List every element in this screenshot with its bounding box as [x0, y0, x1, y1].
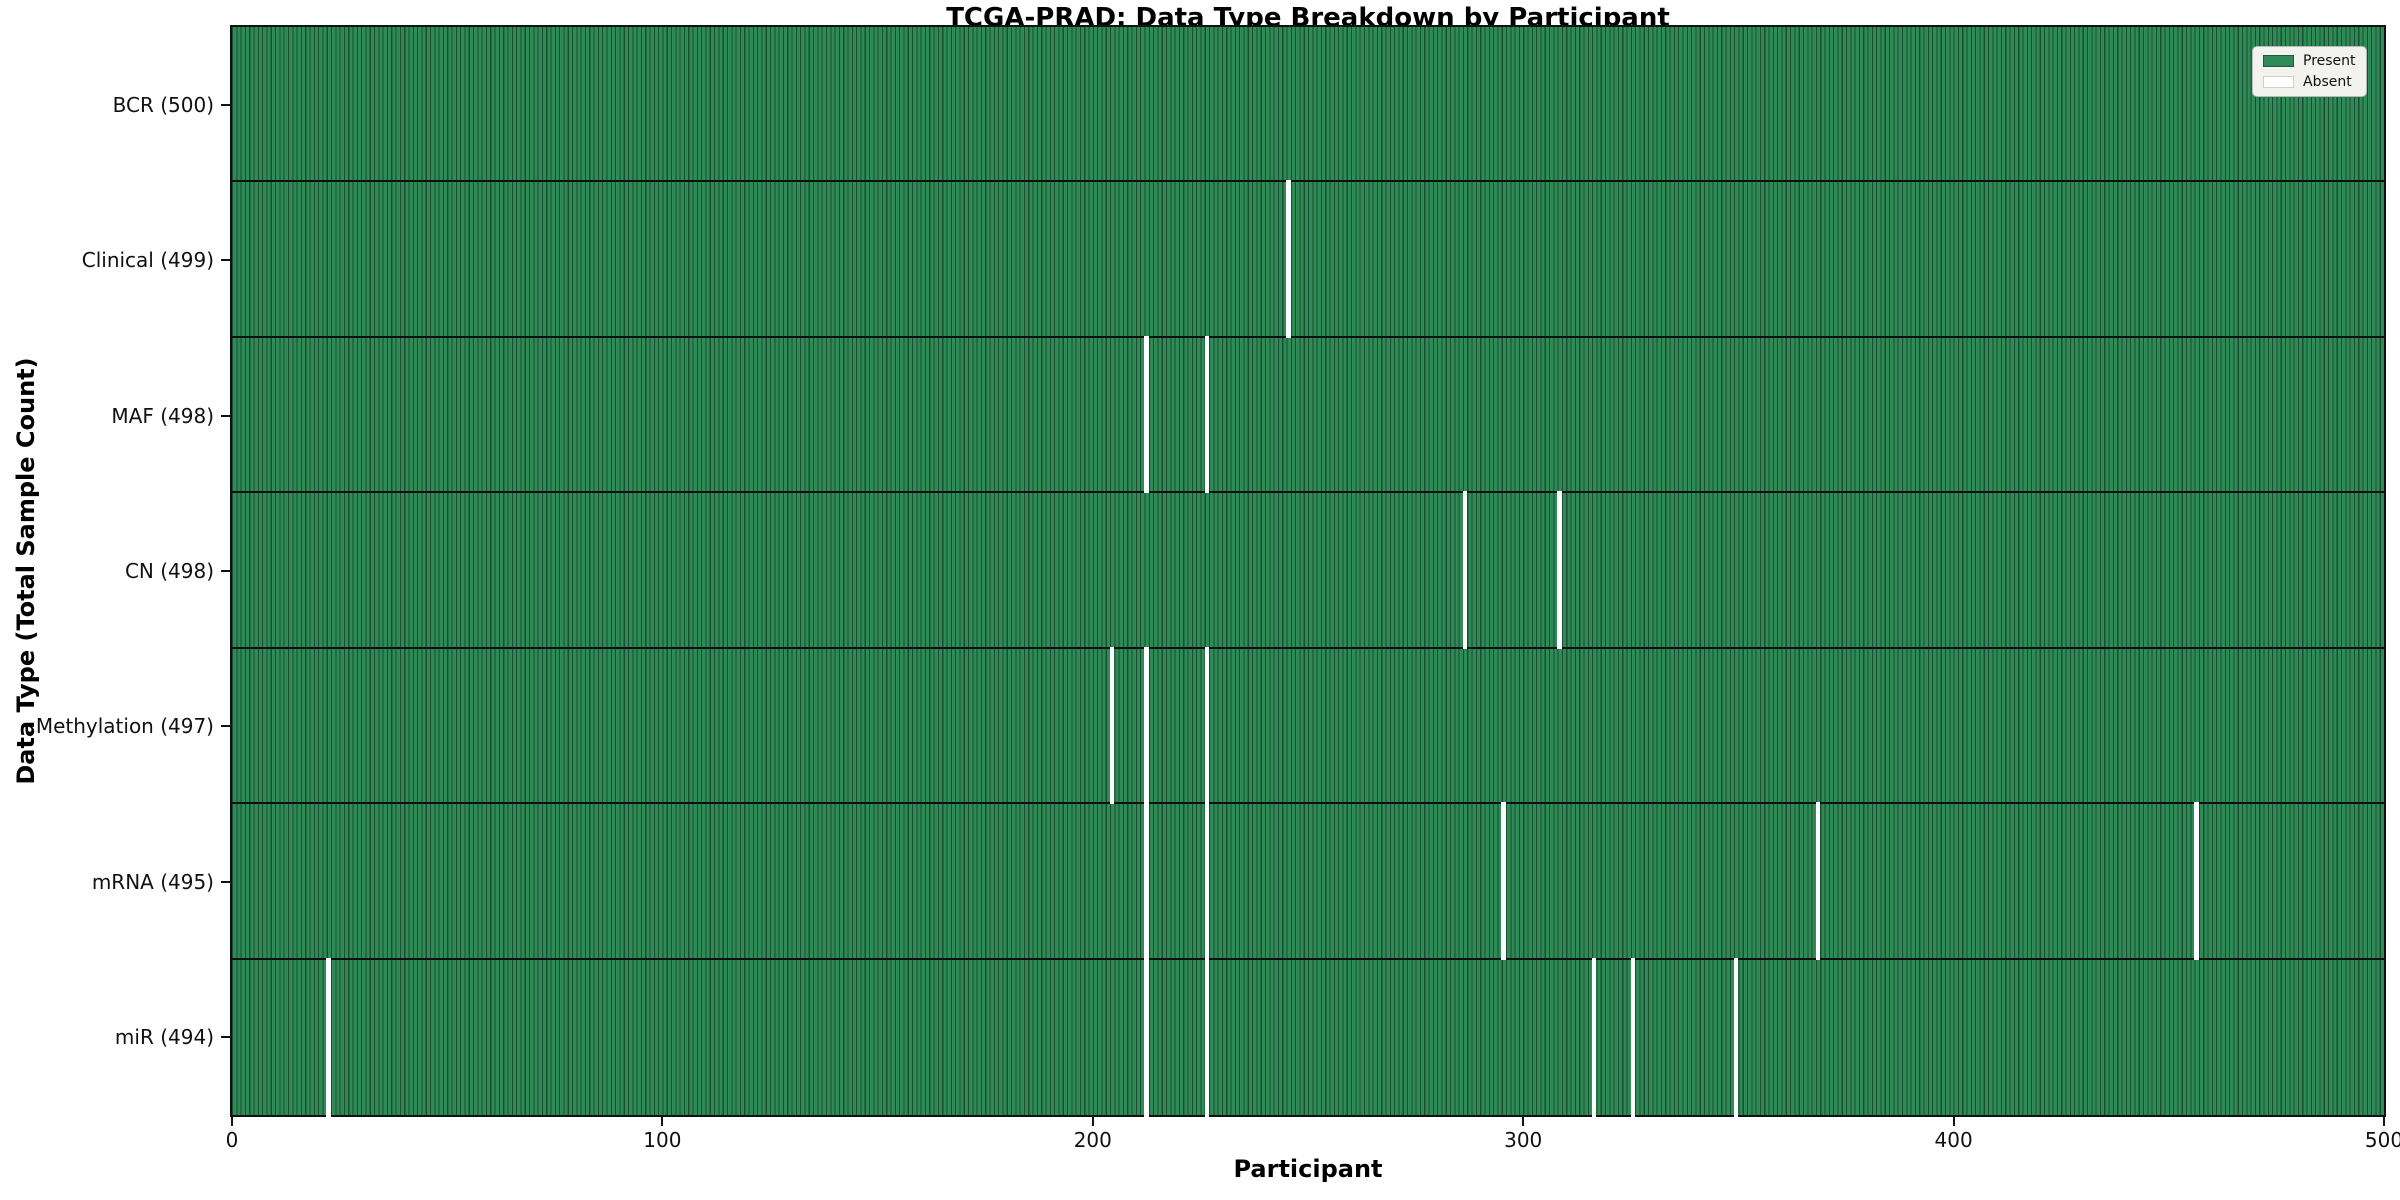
absent-gap — [2194, 802, 2199, 960]
absent-gap — [1557, 491, 1562, 649]
y-tick-label-methylation: Methylation (497) — [35, 714, 214, 739]
y-tick — [221, 103, 230, 106]
x-tick — [1091, 1117, 1094, 1126]
absent-gap — [1286, 180, 1291, 338]
legend-label-absent: Absent — [2303, 74, 2352, 90]
y-tick — [221, 414, 230, 417]
y-tick-label-bcr: BCR (500) — [112, 92, 214, 117]
row-mrna — [232, 802, 2384, 960]
x-tick-label-200: 200 — [1073, 1128, 1112, 1152]
legend-entry-present: Present — [2263, 53, 2356, 69]
absent-gap — [1733, 957, 1739, 1117]
row-bcr — [232, 27, 2384, 183]
absent-gap — [1462, 491, 1468, 649]
y-tick-label-mir: miR (494) — [114, 1025, 214, 1050]
x-tick-label-300: 300 — [1504, 1128, 1543, 1152]
x-tick-label-100: 100 — [643, 1128, 682, 1152]
absent-gap — [1144, 335, 1149, 494]
absent-gap — [1815, 802, 1821, 960]
row-clinical — [232, 180, 2384, 338]
legend-entry-absent: Absent — [2263, 74, 2356, 90]
y-tick-label-cn: CN (498) — [124, 559, 214, 583]
absent-gap — [1204, 802, 1209, 960]
absent-gap — [1144, 802, 1149, 960]
x-tick — [661, 1117, 664, 1126]
x-tick — [1522, 1117, 1525, 1126]
x-tick — [1952, 1117, 1955, 1126]
x-tick-label-0: 0 — [225, 1128, 239, 1152]
row-maf — [232, 335, 2384, 494]
absent-gap — [1591, 957, 1597, 1117]
absent-gap — [326, 957, 331, 1117]
legend: Present Absent — [2252, 46, 2367, 97]
absent-gap — [1630, 957, 1635, 1117]
row-cn — [232, 491, 2384, 649]
y-tick-label-mrna: mRNA (495) — [91, 869, 214, 894]
x-tick — [231, 1117, 233, 1126]
y-tick — [221, 880, 230, 883]
x-tick-label-400: 400 — [1934, 1128, 1973, 1152]
x-axis-label: Participant — [1233, 1155, 1383, 1183]
absent-gap — [1204, 335, 1209, 494]
row-mir — [232, 957, 2384, 1117]
absent-gap — [1144, 646, 1149, 805]
y-tick-label-maf: MAF (498) — [111, 403, 214, 428]
absent-swatch-icon — [2263, 76, 2294, 88]
legend-label-present: Present — [2303, 53, 2356, 69]
y-tick — [221, 725, 230, 728]
absent-gap — [1204, 957, 1209, 1117]
y-tick-label-clinical: Clinical (499) — [81, 248, 214, 273]
absent-gap — [1109, 646, 1115, 805]
present-swatch-icon — [2263, 55, 2294, 67]
y-tick — [221, 259, 230, 262]
y-tick — [221, 1036, 230, 1039]
y-tick — [221, 570, 230, 572]
plot-area — [230, 25, 2386, 1117]
x-tick — [2383, 1117, 2385, 1126]
x-tick-label-500: 500 — [2364, 1128, 2400, 1152]
absent-gap — [1204, 646, 1209, 805]
row-methylation — [232, 646, 2384, 805]
absent-gap — [1501, 802, 1506, 960]
absent-gap — [1144, 957, 1149, 1117]
